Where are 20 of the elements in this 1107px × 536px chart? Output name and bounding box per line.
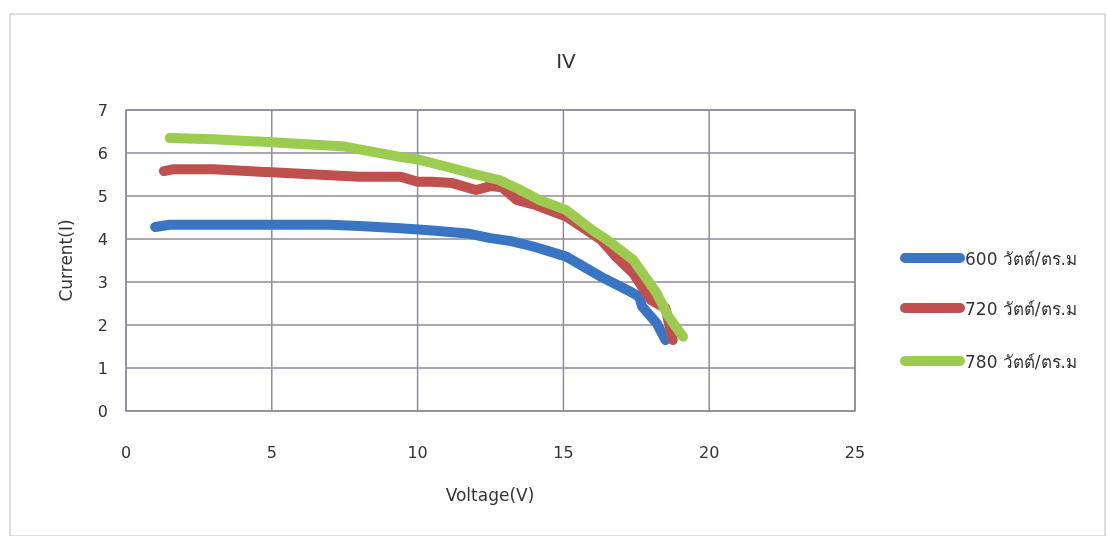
x-tick-label: 5	[266, 443, 277, 462]
y-axis-title: Current(I)	[56, 219, 76, 302]
y-tick-label: 5	[97, 187, 108, 206]
legend-label: 780 วัตต์/ตร.ม	[965, 352, 1077, 372]
x-tick-label: 15	[553, 443, 574, 462]
y-tick-label: 0	[97, 402, 108, 421]
y-tick-label: 4	[97, 230, 108, 249]
y-tick-label: 2	[97, 316, 108, 335]
x-axis-title: Voltage(V)	[445, 485, 535, 505]
x-tick-label: 20	[699, 443, 720, 462]
y-tick-label: 7	[97, 101, 108, 120]
x-tick-label: 10	[407, 443, 428, 462]
y-tick-label: 1	[97, 359, 108, 378]
y-tick-label: 6	[97, 144, 108, 163]
legend-label: 720 วัตต์/ตร.ม	[965, 299, 1077, 319]
x-tick-label: 0	[120, 443, 132, 462]
legend-label: 600 วัตต์/ตร.ม	[965, 249, 1077, 269]
chart-title: IV	[556, 49, 577, 73]
x-tick-label: 25	[844, 443, 866, 462]
y-tick-label: 3	[97, 273, 108, 292]
